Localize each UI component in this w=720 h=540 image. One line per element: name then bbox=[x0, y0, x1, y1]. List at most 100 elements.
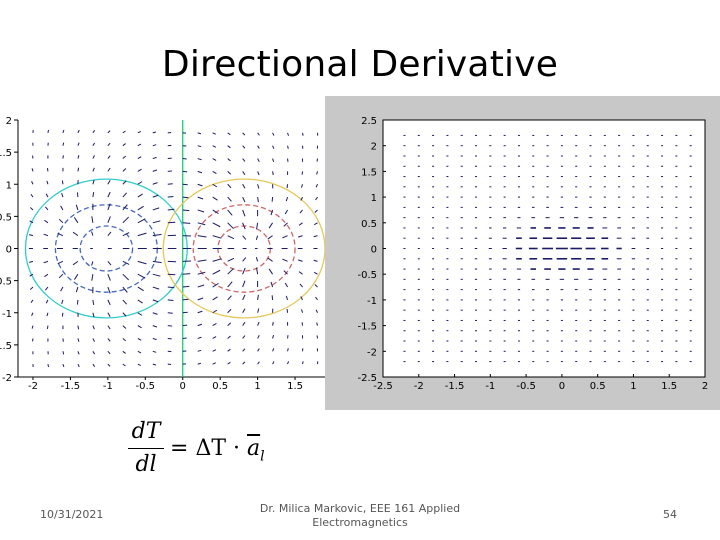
left-quiver-arrow bbox=[272, 145, 275, 149]
left-quiver-arrow bbox=[302, 361, 304, 365]
left-quiver-arrow bbox=[227, 183, 232, 189]
left-quiver-arrow bbox=[298, 222, 303, 226]
left-quiver-arrow bbox=[197, 170, 203, 174]
left-quiver-arrow bbox=[316, 171, 318, 175]
left-quiver-arrow bbox=[122, 273, 129, 281]
left-quiver-arrow bbox=[316, 322, 318, 326]
left-quiver-arrow bbox=[313, 235, 318, 238]
left-quiver-arrow bbox=[60, 286, 64, 292]
left-quiver-arrow bbox=[282, 235, 288, 239]
left-quiver-arrow bbox=[46, 180, 49, 185]
right-x-tick-label: -1 bbox=[485, 381, 495, 392]
left-quiver-arrow bbox=[267, 235, 273, 240]
right-contour bbox=[192, 204, 296, 293]
left-quiver-arrow bbox=[242, 361, 246, 365]
left-quiver-arrow bbox=[227, 308, 232, 314]
left-quiver-arrow bbox=[92, 299, 95, 306]
left-quiver-arrow bbox=[137, 143, 142, 147]
left-plot-canvas: 2 1.5 1 0.5 0 -0.5 -1 -1.5 -2 -2 -1.5 -1 -0.5 0 0.5 1 1.… bbox=[0, 116, 326, 390]
left-quiver-arrow bbox=[227, 322, 232, 326]
left-quiver-arrow bbox=[242, 335, 246, 339]
left-x-tick-label: -0.5 bbox=[136, 381, 156, 390]
right-y-tick-label: 2.5 bbox=[361, 116, 377, 127]
left-quiver-arrow bbox=[197, 132, 202, 135]
left-quiver-arrow bbox=[285, 196, 289, 202]
left-quiver-arrow bbox=[167, 183, 173, 185]
left-quiver-arrow bbox=[152, 312, 158, 315]
right-y-tick-label: 2 bbox=[371, 142, 377, 153]
left-quiver-arrow bbox=[227, 295, 232, 301]
left-quiver-arrow bbox=[43, 260, 49, 264]
right-y-tick-label: -1.5 bbox=[357, 322, 377, 333]
left-quiver-arrow bbox=[300, 196, 303, 201]
left-quiver-arrow bbox=[255, 235, 259, 240]
left-quiver-arrow bbox=[182, 196, 189, 199]
left-quiver-arrow bbox=[197, 209, 205, 213]
right-x-tick-label: -2 bbox=[414, 381, 424, 392]
left-quiver-arrow bbox=[242, 171, 246, 176]
footer-author-line2: Electromagnetics bbox=[312, 516, 408, 529]
left-quiver-arrow bbox=[137, 193, 143, 198]
left-quiver-arrow bbox=[43, 233, 49, 237]
left-quiver-arrow bbox=[152, 207, 160, 211]
left-quiver-arrow bbox=[137, 156, 142, 159]
formula-fraction: dT dl bbox=[126, 418, 166, 479]
left-quiver-arrow bbox=[152, 233, 162, 237]
left-quiver-arrow bbox=[29, 234, 34, 237]
left-quiver-arrow bbox=[197, 323, 203, 327]
left-quiver-arrow bbox=[257, 171, 260, 176]
left-quiver-arrow bbox=[92, 191, 95, 198]
left-quiver-arrow bbox=[91, 274, 94, 281]
left-quiver-arrow bbox=[77, 167, 80, 172]
left-quiver-arrow bbox=[122, 350, 126, 354]
left-quiver-arrow bbox=[57, 260, 64, 265]
left-quiver-arrow bbox=[227, 196, 232, 202]
left-quiver-arrow bbox=[107, 167, 111, 172]
left-quiver-arrow bbox=[314, 284, 318, 288]
left-quiver-arrow bbox=[31, 312, 34, 316]
left-quiver-arrow bbox=[242, 196, 246, 203]
left-quiver-arrow bbox=[77, 351, 80, 355]
left-y-tick-label: 2 bbox=[6, 116, 12, 127]
left-quiver-arrow bbox=[107, 130, 111, 134]
left-quiver-arrow bbox=[44, 219, 49, 224]
left-y-tick-label: 1 bbox=[6, 180, 12, 191]
left-quiver-arrow bbox=[227, 209, 233, 216]
left-quiver-arrow bbox=[107, 299, 111, 306]
left-quiver-arrow bbox=[272, 361, 275, 365]
left-x-tick-label: 0 bbox=[180, 381, 186, 390]
left-quiver-arrow bbox=[182, 285, 190, 288]
left-quiver-arrow bbox=[313, 271, 318, 275]
left-quiver-arrow bbox=[92, 155, 95, 159]
left-quiver-arrow bbox=[197, 196, 204, 200]
right-x-tick-label: 0.5 bbox=[590, 381, 606, 392]
left-quiver-arrow bbox=[257, 158, 260, 162]
left-quiver-arrow bbox=[272, 348, 275, 352]
left-x-tick-label: 1 bbox=[254, 381, 260, 390]
left-quiver-arrow bbox=[283, 270, 288, 275]
right-y-tick-label: 1 bbox=[371, 193, 377, 204]
left-quiver-arrow bbox=[197, 310, 203, 314]
left-quiver-arrow bbox=[92, 167, 95, 172]
left-quiver-arrow bbox=[286, 308, 289, 313]
left-quiver-arrow bbox=[61, 192, 64, 198]
left-quiver-arrow bbox=[75, 204, 79, 211]
left-quiver-arrow bbox=[282, 258, 288, 262]
left-quiver-arrow bbox=[256, 267, 259, 275]
left-quiver-arrow bbox=[152, 325, 158, 328]
left-quiver-arrow bbox=[152, 260, 162, 264]
left-quiver-arrow bbox=[31, 168, 34, 172]
footer-date: 10/31/2021 bbox=[40, 508, 104, 521]
left-quiver-arrow bbox=[45, 193, 49, 198]
left-quiver-arrow bbox=[92, 363, 96, 367]
left-quiver-arrow bbox=[212, 132, 216, 135]
left-quiver-arrow bbox=[152, 273, 161, 277]
left-contour bbox=[79, 225, 134, 272]
right-y-tick-label: -2 bbox=[367, 347, 377, 358]
left-quiver-arrow bbox=[31, 325, 34, 329]
left-quiver-arrow bbox=[257, 321, 260, 326]
left-quiver-arrow bbox=[152, 350, 157, 353]
left-quiver-arrow bbox=[77, 338, 80, 342]
left-quiver-arrow bbox=[137, 168, 142, 172]
left-quiver-arrow bbox=[29, 207, 34, 211]
